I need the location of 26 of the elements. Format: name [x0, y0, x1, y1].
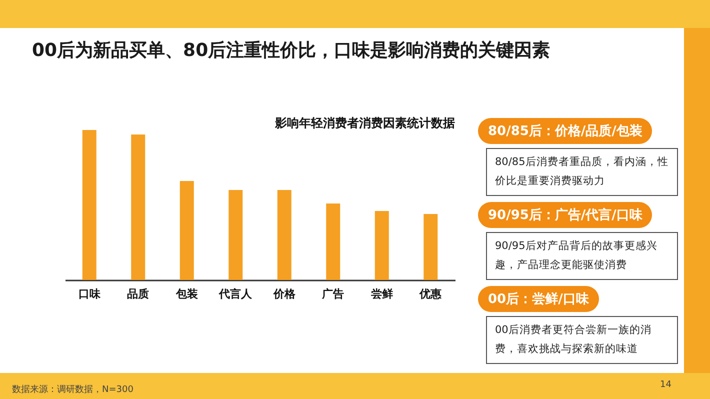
- source-note: 数据来源：调研数据，N=300: [12, 384, 134, 396]
- bar: [82, 130, 96, 280]
- x-tick-label: 价格: [272, 288, 296, 300]
- bar: [326, 204, 340, 280]
- chart-title: 00后为新品买单、80后注重性价比，口味是影响消费的关键因素: [32, 39, 550, 62]
- text: 90/95后对产品背后的故事更感兴趣，产品理念更能驱使消费: [486, 232, 678, 280]
- x-tick-label: 包装: [174, 288, 198, 300]
- bar: [228, 190, 243, 280]
- x-tick-label: 优惠: [418, 288, 443, 300]
- x-tick-label: 品质: [127, 288, 150, 300]
- text: 14: [660, 380, 672, 390]
- text: 80/85后消费者重品质，看内涵，性价比是重要消费驱动力: [486, 148, 678, 196]
- x-tick-label: 代言人: [218, 288, 254, 300]
- bar: [131, 134, 146, 280]
- chart-subtitle: 影响年轻消费者消费因素统计数据: [274, 116, 455, 130]
- text: 80/85后：价格/品质/包装: [478, 118, 652, 144]
- bar: [424, 214, 438, 280]
- bar: [277, 190, 292, 280]
- text: 00后消费者更符合尝新一族的消费，喜欢挑战与探索新的味道: [486, 316, 678, 364]
- x-tick-label: 尝鲜: [370, 288, 393, 300]
- x-tick-label: 广告: [321, 288, 344, 300]
- x-tick-label: 口味: [78, 288, 102, 300]
- bar: [374, 211, 389, 280]
- text: 90/95后：广告/代言/口味: [478, 202, 652, 228]
- bar: [180, 181, 194, 280]
- text: 00后：尝鲜/口味: [478, 286, 599, 312]
